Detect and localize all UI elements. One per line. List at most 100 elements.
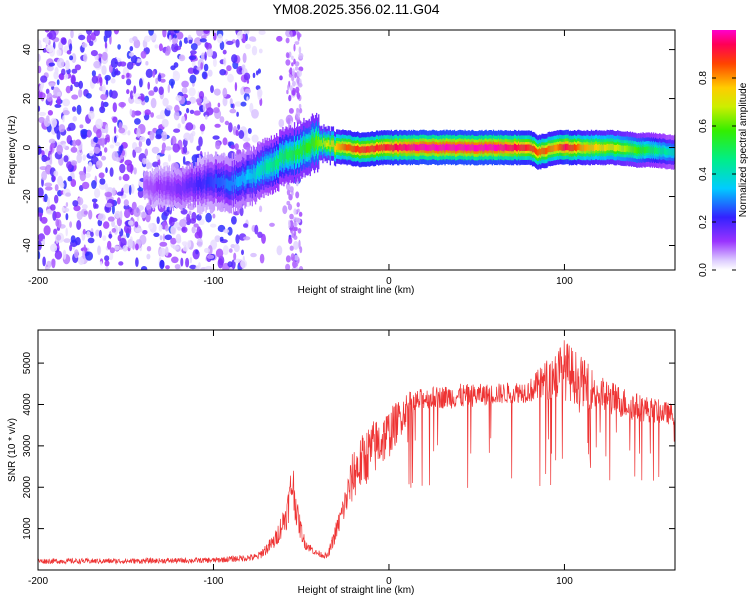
spectrogram-ridge-cell xyxy=(644,147,646,154)
spectrogram-noise-blob xyxy=(237,124,241,130)
spectrogram-noise-blob xyxy=(114,135,117,143)
spectrogram-noise-blob xyxy=(195,98,203,104)
spectrogram-noise-blob xyxy=(217,224,226,233)
spectrogram-ridge-cell xyxy=(605,144,607,151)
spectrogram-noise-blob xyxy=(200,62,204,70)
spectrogram-ridge-cell xyxy=(629,145,631,152)
spectrogram-noise-blob xyxy=(172,143,180,153)
spectrogram-noise-blob xyxy=(45,186,53,191)
spectrogram-ridge-cell xyxy=(407,144,409,151)
spectrogram-noise-blob xyxy=(185,257,190,268)
spectrogram-noise-blob xyxy=(98,77,103,84)
spectrogram-noise-blob xyxy=(110,78,116,84)
spectrogram-ridge-cell xyxy=(444,145,446,152)
spectrogram-noise-blob xyxy=(293,208,297,215)
spectrogram-noise-blob xyxy=(87,237,95,244)
spectrogram-noise-blob xyxy=(291,62,294,67)
spectrogram-ridge-cell xyxy=(658,148,660,155)
spectrogram-noise-blob xyxy=(72,139,77,147)
spectrogram-noise-blob xyxy=(159,241,168,247)
spectrogram-ridge-cell xyxy=(257,165,259,176)
spectrogram-noise-blob xyxy=(204,247,210,254)
spectrogram-ridge-cell xyxy=(369,146,371,153)
spectrogram-noise-blob xyxy=(48,138,56,144)
spectrogram-ridge-cell xyxy=(173,181,176,192)
spectrogram-ridge-cell xyxy=(318,136,320,147)
spectrogram-noise-blob xyxy=(127,130,131,136)
spectrogram-noise-blob xyxy=(194,231,201,239)
spectrogram-ridge-cell xyxy=(223,174,225,186)
spectrogram-ridge-cell xyxy=(368,146,370,153)
spectrogram-ridge-cell xyxy=(154,182,157,193)
spectrogram-noise-blob xyxy=(164,224,169,232)
spectrogram-ridge-cell xyxy=(552,145,555,152)
spectrogram-noise-blob xyxy=(71,53,77,64)
spectrogram-ridge-cell xyxy=(502,144,504,152)
spectrogram-ridge-cell xyxy=(475,144,477,152)
spectrogram-ridge-cell xyxy=(289,147,291,158)
spectrogram-noise-blob xyxy=(85,251,93,261)
spectrogram-ridge-cell xyxy=(155,181,158,192)
spectrogram-ridge-cell xyxy=(643,146,645,154)
spectrogram-ridge-cell xyxy=(347,144,349,151)
spectrogram-ridge-cell xyxy=(550,145,553,152)
spectrogram-noise-blob xyxy=(297,228,302,234)
spectrogram-ridge-cell xyxy=(473,145,476,152)
spectrogram-noise-blob xyxy=(146,246,152,252)
spectrogram-ridge-cell xyxy=(479,144,481,151)
spectrogram-ridge-cell xyxy=(484,144,486,151)
spectrogram-noise-blob xyxy=(114,245,120,251)
spectrogram-noise-blob xyxy=(296,202,300,208)
spectrogram-ridge-cell xyxy=(411,144,414,152)
spectrogram-noise-blob xyxy=(130,55,138,64)
spectrogram-noise-blob xyxy=(276,35,283,42)
spectrogram-ridge-cell xyxy=(621,145,623,152)
spectrogram-noise-blob xyxy=(170,65,176,71)
spectrogram-ridge-cell xyxy=(669,148,671,155)
spectrogram-ridge-cell xyxy=(453,143,456,151)
spectrogram-ridge-cell xyxy=(673,148,675,156)
spectrogram-noise-blob xyxy=(38,39,42,45)
spectrogram-noise-blob xyxy=(44,30,50,33)
spectrogram-noise-blob xyxy=(122,245,128,252)
spectrogram-ridge-cell xyxy=(339,143,341,151)
spectrogram-ridge-cell xyxy=(336,143,338,150)
spectrogram-ridge-cell xyxy=(513,143,516,151)
snr-background xyxy=(38,330,675,570)
spectrogram-noise-blob xyxy=(66,161,73,170)
spectrogram-noise-blob xyxy=(56,57,65,69)
spectrogram-ridge-cell xyxy=(670,149,673,156)
spectrogram-noise-blob xyxy=(243,236,251,241)
spectrogram-ridge-cell xyxy=(539,148,541,155)
spectrogram-noise-blob xyxy=(246,96,249,102)
spectrogram-noise-blob xyxy=(48,62,55,67)
spectrogram-ridge-cell xyxy=(303,140,305,151)
snr-y-tick-label: 3000 xyxy=(22,434,33,457)
spectrogram-ridge-cell xyxy=(588,144,590,152)
spectrogram-noise-blob xyxy=(229,108,237,114)
spectrogram-ridge-cell xyxy=(650,146,653,153)
spectrogram-ridge-cell xyxy=(363,146,365,153)
spectrogram-noise-blob xyxy=(56,49,62,57)
spectrogram-ridge-cell xyxy=(461,144,463,151)
spectrogram-ridge-cell xyxy=(631,145,634,153)
spectrogram-noise-blob xyxy=(148,90,155,96)
spectrogram-ridge-cell xyxy=(215,174,218,185)
spectrogram-noise-blob xyxy=(175,95,182,102)
spectrogram-noise-blob xyxy=(177,226,182,231)
spectrogram-ridge-cell xyxy=(389,144,391,152)
spectrogram-ridge-cell xyxy=(166,180,168,191)
spectrogram-ridge-cell xyxy=(329,144,331,152)
spectrogram-ridge-cell xyxy=(535,147,537,154)
spectrogram-ridge-cell xyxy=(578,143,580,151)
spectrogram-ridge-cell xyxy=(184,183,186,194)
spectrogram-ridge-cell xyxy=(193,180,196,191)
spectrogram-ridge-cell xyxy=(251,173,253,184)
spectrogram-ridge-cell xyxy=(232,182,235,193)
spectrogram-noise-blob xyxy=(162,97,169,107)
spectrogram-noise-blob xyxy=(46,115,50,122)
spectrogram-noise-blob xyxy=(298,266,304,270)
spectrogram-ridge-cell xyxy=(279,151,281,163)
spectrogram-ridge-cell xyxy=(332,140,335,147)
